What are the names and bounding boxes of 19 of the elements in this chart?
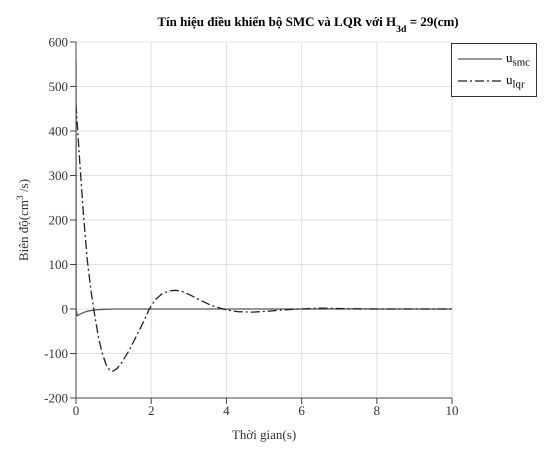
- x-tick-label: 8: [374, 403, 380, 418]
- chart-title: Tín hiệu điều khiển bộ SMC và LQR với H$_{3d}$ = 29(cm): [157, 14, 459, 34]
- x-axis-title: Thời gian(s): [232, 427, 296, 442]
- y-tick-label: -100: [44, 346, 68, 362]
- y-tick-label: 300: [48, 168, 68, 184]
- y-tick-label: 400: [48, 124, 68, 139]
- y-tick-label: 600: [48, 34, 68, 50]
- x-tick-label: 0: [72, 403, 80, 418]
- x-tick-label: 2: [148, 403, 154, 418]
- y-tick-label: 100: [48, 257, 68, 272]
- y-tick-label: 0: [62, 302, 68, 317]
- legend-label: u$_{lqr}$: [506, 72, 525, 90]
- y-tick-label: -200: [44, 390, 68, 406]
- y-tick-label: 200: [48, 212, 68, 228]
- x-tick-label: 10: [446, 403, 459, 418]
- x-tick-label: 6: [298, 403, 306, 418]
- x-tick-label: 4: [223, 403, 230, 418]
- legend-label: u$_{smc}$: [506, 50, 530, 68]
- y-tick-label: 500: [48, 79, 68, 94]
